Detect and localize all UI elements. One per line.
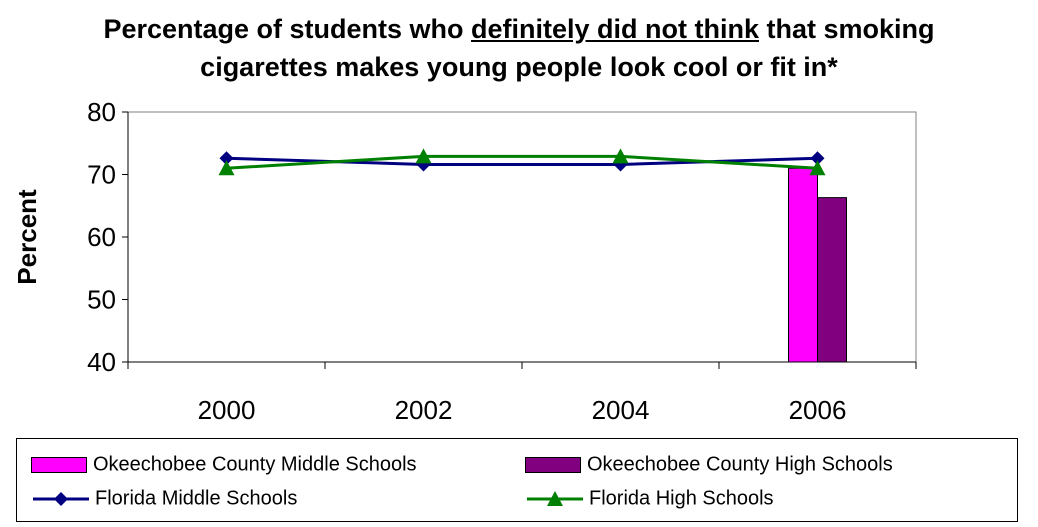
title-text-end: that smoking (759, 14, 935, 44)
plot-area (127, 111, 917, 363)
chart-canvas: 40 50 60 70 80 2000 2002 2004 2006 Percent (12, 97, 917, 425)
bar-2-2006 (817, 197, 847, 363)
legend-label-florida-middle: Florida Middle Schools (95, 487, 298, 510)
legend-swatch-okeechobee-middle (31, 456, 87, 473)
x-tick-label-2004: 2004 (592, 395, 650, 425)
y-axis-label: Percent (12, 189, 42, 285)
bar-1-2006 (788, 167, 818, 363)
y-tick-label-80: 80 (87, 97, 116, 127)
chart-title: Percentage of students who definitely di… (0, 10, 1038, 86)
diamond-marker-2006 (810, 151, 825, 166)
legend-label-florida-high: Florida High Schools (589, 487, 774, 510)
triangle-marker-2004 (612, 148, 629, 164)
legend-item-florida-high: Florida High Schools (525, 483, 774, 513)
legend-item-florida-middle: Florida Middle Schools (31, 483, 297, 513)
triangle-marker-2006 (809, 160, 826, 176)
title-text-start: Percentage of students who (103, 14, 472, 44)
series-line-2 (226, 154, 818, 170)
legend-label-okeechobee-high: Okeechobee County High Schools (587, 453, 893, 476)
legend-item-okeechobee-middle: Okeechobee County Middle Schools (31, 449, 417, 479)
legend-item-okeechobee-high: Okeechobee County High Schools (525, 449, 893, 479)
triangle-marker-2002 (415, 148, 432, 164)
legend-marker-florida-high (527, 490, 583, 506)
legend-swatch-okeechobee-high (525, 456, 581, 473)
title-underlined-text: definitely did not think (471, 14, 760, 44)
y-tick-label-40: 40 (87, 347, 116, 377)
legend-marker-florida-middle (33, 491, 89, 506)
legend: Okeechobee County Middle Schools Okeecho… (16, 438, 1018, 522)
x-tick-label-2002: 2002 (395, 395, 453, 425)
x-tick-label-2000: 2000 (198, 395, 256, 425)
x-tick-label-2006: 2006 (789, 395, 847, 425)
chart-title-line-2: cigarettes makes young people look cool … (200, 52, 838, 82)
chart-title-line-1: Percentage of students who definitely di… (0, 10, 1038, 48)
triangle-marker-2000 (218, 160, 235, 176)
y-tick-label-60: 60 (87, 222, 116, 252)
diamond-marker-2000 (219, 151, 234, 166)
y-tick-label-70: 70 (87, 160, 116, 190)
legend-label-okeechobee-middle: Okeechobee County Middle Schools (93, 453, 417, 476)
y-tick-label-50: 50 (87, 285, 116, 315)
